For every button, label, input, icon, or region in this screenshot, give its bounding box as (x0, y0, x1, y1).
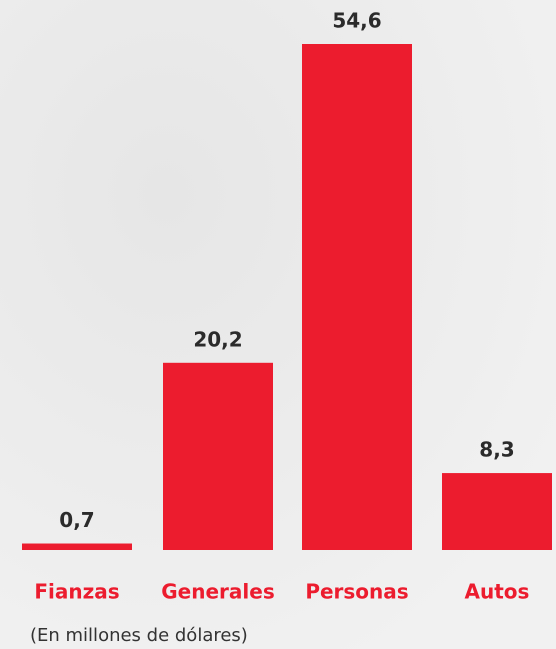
category-label: Fianzas (34, 580, 119, 604)
value-label: 0,7 (59, 508, 94, 532)
bar (22, 543, 132, 550)
bar (442, 473, 552, 550)
value-label: 20,2 (193, 327, 242, 351)
value-label: 8,3 (479, 438, 514, 462)
bar (163, 362, 273, 550)
category-label: Generales (161, 580, 274, 604)
note: (En millones de dólares) (30, 625, 248, 646)
value-label: 54,6 (332, 9, 381, 33)
category-label: Autos (465, 580, 530, 604)
category-label: Personas (305, 580, 408, 604)
bar (302, 44, 412, 550)
